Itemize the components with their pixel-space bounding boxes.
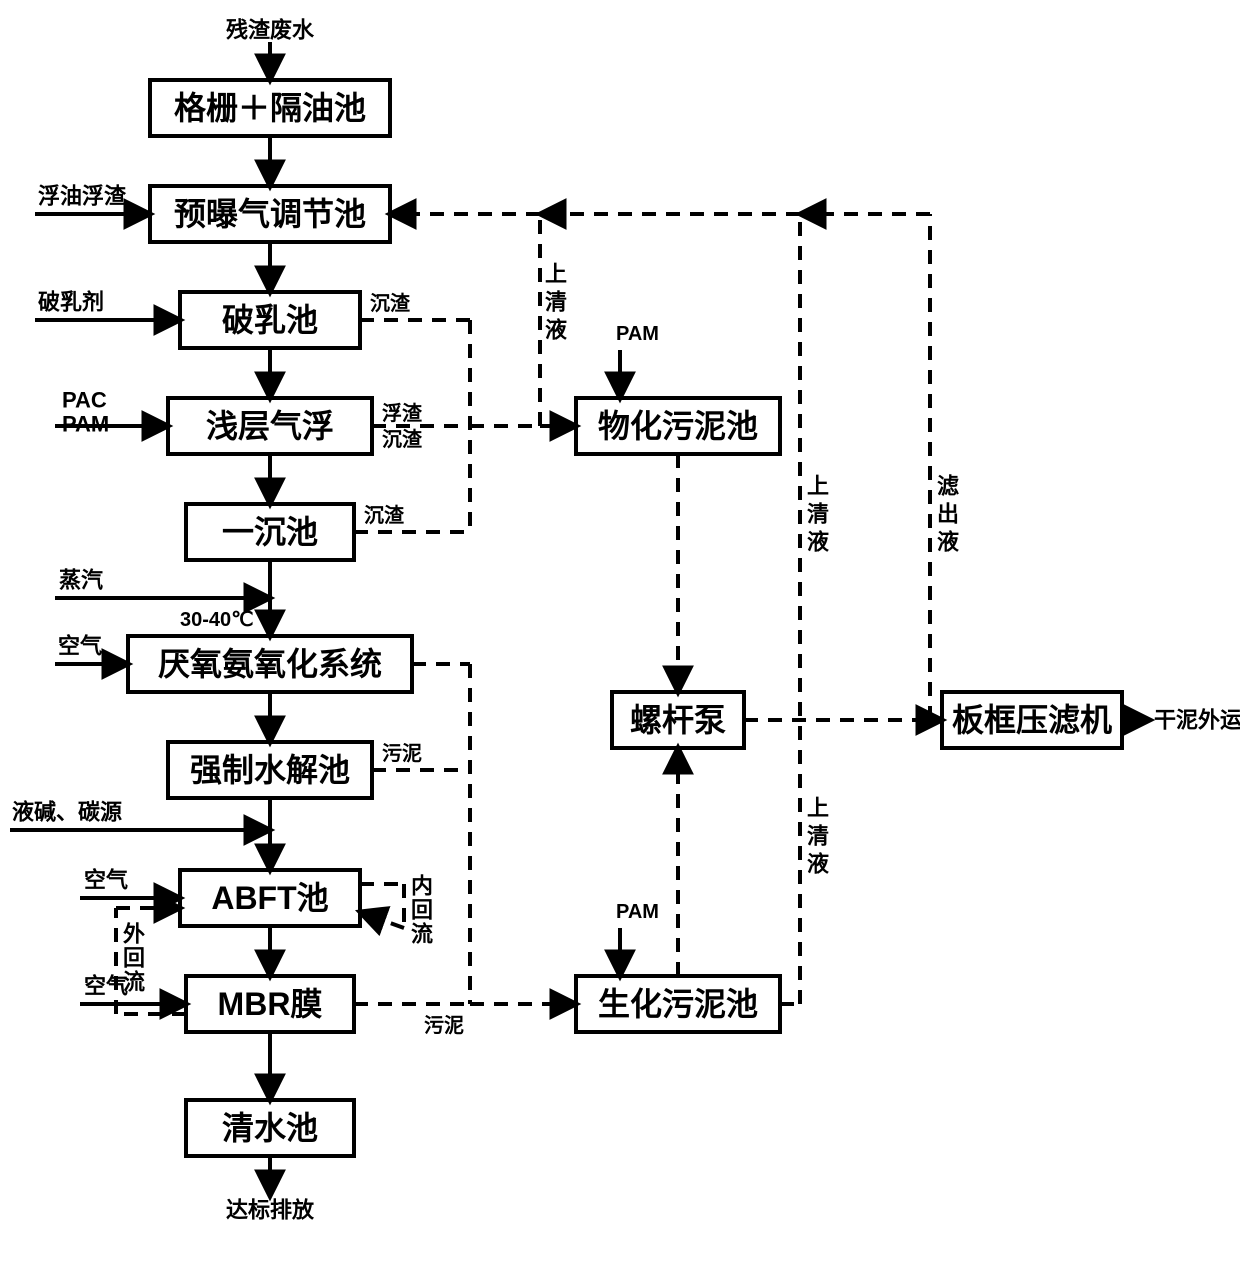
- n10-label: 清水池: [222, 1110, 318, 1146]
- v-filtrate-2: 出: [937, 502, 959, 527]
- steam-temp: 30-40℃: [180, 609, 254, 631]
- pam-bio-label: PAM: [616, 901, 659, 923]
- n6-label: 厌氧氨氧化系统: [158, 646, 382, 682]
- v-phys-up-2: 清: [545, 290, 567, 315]
- side-in-label-0: 浮油浮渣: [38, 184, 127, 209]
- v-filtrate-1: 滤: [937, 474, 959, 499]
- n9-label: MBR膜: [218, 986, 323, 1022]
- n4-out-label1: 浮渣: [382, 401, 423, 425]
- inner-loop-label-1: 内: [411, 874, 433, 899]
- outer-loop-label-2: 回: [123, 946, 145, 971]
- n4-label: 浅层气浮: [206, 408, 334, 444]
- n3-label: 破乳池: [222, 302, 318, 338]
- side-in-label-1: 破乳剂: [38, 290, 104, 315]
- side-in-label-6: 空气: [84, 974, 128, 999]
- inner-loop-label-2: 回: [411, 898, 433, 923]
- side-in-label-4: 空气: [58, 634, 102, 659]
- side-in-label-3: PAM: [62, 412, 109, 437]
- side-in-label-2: PAC: [62, 388, 107, 413]
- n1-label: 格栅＋隔油池: [174, 90, 366, 126]
- n8-label: ABFT池: [211, 880, 328, 916]
- n4-out-label2: 沉渣: [382, 427, 423, 451]
- alkali-label: 液碱、碳源: [12, 800, 122, 825]
- side-in-label-5: 空气: [84, 868, 128, 893]
- n5-out-label: 沉渣: [364, 503, 405, 527]
- v-phys-up-1: 上: [545, 262, 567, 287]
- inner-loop-label-3: 流: [411, 922, 433, 947]
- steam-label: 蒸汽: [59, 568, 103, 593]
- outer-loop-label-1: 外: [123, 922, 145, 947]
- n3-out-label: 沉渣: [370, 291, 411, 315]
- v-bio-up-b-3: 液: [807, 852, 829, 877]
- pam-phys-label: PAM: [616, 323, 659, 345]
- n7-label: 强制水解池: [190, 752, 350, 788]
- press-label: 板框压滤机: [952, 702, 1112, 738]
- v-filtrate-3: 液: [937, 530, 959, 555]
- v-bio-up-a-1: 上: [807, 474, 829, 499]
- v-bio-up-b-2: 清: [807, 824, 829, 849]
- inner-loop-back: [360, 912, 404, 928]
- bottom-out-label: 达标排放: [226, 1198, 315, 1223]
- v-phys-up-3: 液: [545, 318, 567, 343]
- v-bio-up-b-1: 上: [807, 796, 829, 821]
- n2-label: 预曝气调节池: [174, 196, 366, 232]
- n5-label: 一沉池: [222, 514, 318, 550]
- bio-label: 生化污泥池: [598, 986, 758, 1022]
- n7-out-label: 污泥: [382, 742, 422, 765]
- v-bio-up-a-2: 清: [807, 502, 829, 527]
- outer-loop-label-3: 流: [123, 970, 145, 995]
- v-bio-up-a-3: 液: [807, 530, 829, 555]
- phys-label: 物化污泥池: [598, 408, 758, 444]
- dry-out-label: 干泥外运: [1154, 708, 1240, 733]
- n9-out-label: 污泥: [424, 1014, 464, 1037]
- pump-label: 螺杆泵: [630, 702, 726, 738]
- top-in-label: 残渣废水: [226, 18, 315, 43]
